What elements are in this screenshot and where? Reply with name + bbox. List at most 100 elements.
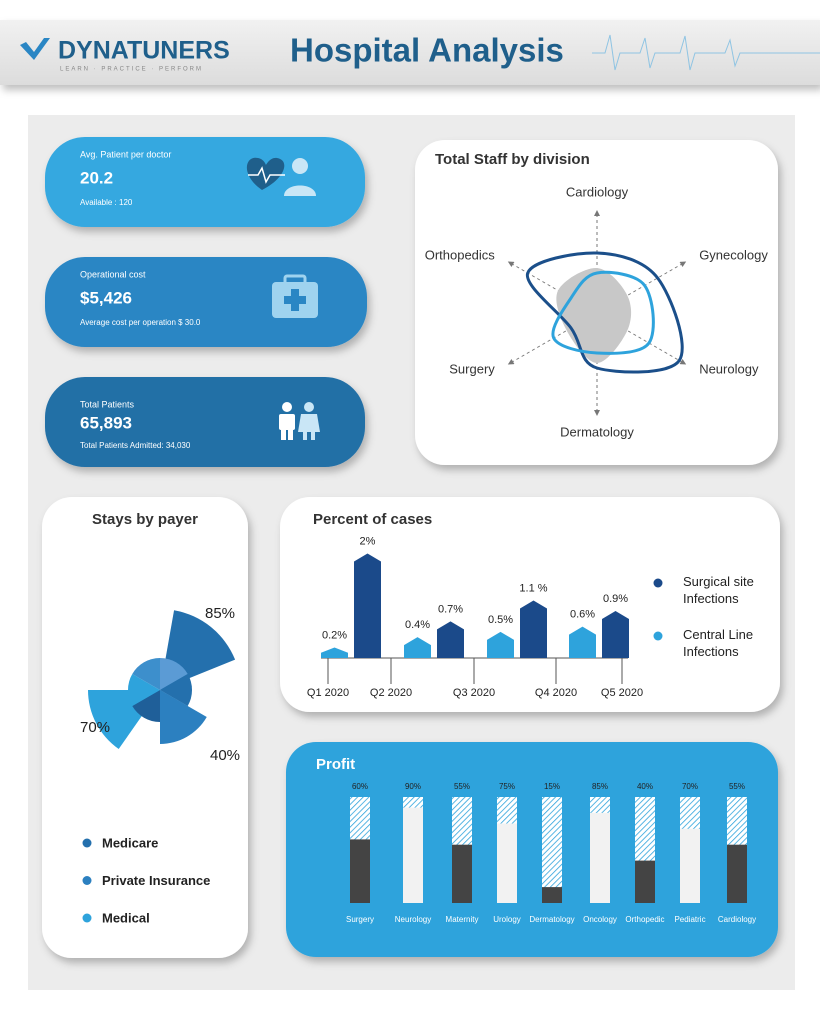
chart-title: Profit: [316, 756, 355, 773]
bar: [354, 553, 381, 658]
rose-hub: [160, 674, 192, 706]
x-tick-label: Maternity: [446, 915, 479, 924]
radar-shape: [526, 251, 684, 374]
chart-title: Stays by payer: [92, 511, 198, 528]
bar: [350, 839, 370, 903]
card: [42, 497, 248, 958]
kpi-sub: Available : 120: [80, 198, 133, 207]
legend-dot: [653, 631, 663, 641]
data-label: 90%: [405, 782, 421, 791]
data-label: 0.6%: [570, 609, 595, 621]
tagline: LEARN · PRACTICE · PERFORM: [60, 67, 203, 73]
legend-label: Medical: [102, 910, 150, 925]
rose-hub: [132, 690, 160, 722]
legend-dot: [82, 838, 92, 848]
x-tick-label: Oncology: [583, 915, 617, 924]
x-tick-label: Q4 2020: [535, 687, 577, 699]
x-tick-label: Surgery: [346, 915, 374, 924]
kpi-value: $5,426: [80, 288, 132, 307]
radar-axis: [507, 261, 598, 314]
data-label: 0.5%: [488, 614, 513, 626]
rose-hub: [160, 658, 188, 690]
kpi-label: Avg. Patient per doctor: [80, 149, 171, 159]
kpi-value: 20.2: [80, 168, 113, 187]
data-label: 55%: [454, 782, 470, 791]
bar: [542, 887, 562, 903]
x-tick-label: Q2 2020: [370, 687, 412, 699]
kpi-sub: Total Patients Admitted: 34,030: [80, 441, 191, 450]
x-tick-label: Pediatric: [674, 915, 705, 924]
kpi-sub: Average cost per operation $ 30.0: [80, 318, 201, 327]
radar-shape: [551, 270, 655, 355]
card: [286, 742, 778, 957]
kpi-card: [45, 137, 365, 227]
data-label: 60%: [352, 782, 368, 791]
legend-label: Medicare: [102, 835, 158, 850]
bar: [452, 844, 472, 903]
kpi-label: Operational cost: [80, 269, 146, 279]
rose-hub: [127, 674, 160, 706]
axis-label: Neurology: [699, 361, 759, 376]
bar: [437, 621, 464, 658]
bar: [569, 626, 596, 658]
legend-dot: [653, 578, 663, 588]
axis-label: Orthopedics: [425, 247, 496, 262]
data-label: 0.2%: [322, 629, 347, 641]
axis-label: Gynecology: [699, 247, 768, 262]
bar: [487, 631, 514, 658]
axis-label: Cardiology: [566, 184, 629, 199]
x-tick-label: Neurology: [395, 915, 431, 924]
bar: [602, 610, 629, 658]
doctor-icon: [246, 157, 316, 196]
legend-dot: [82, 913, 92, 923]
chart-title: Percent of cases: [313, 511, 432, 528]
rose-hub: [160, 690, 188, 722]
bar: [727, 844, 747, 903]
kpi-label: Total Patients: [80, 399, 135, 409]
data-label: 55%: [729, 782, 745, 791]
brand: DYNATUNERS: [58, 37, 230, 65]
legend-label: Central Line Infections: [683, 627, 753, 659]
bar: [590, 812, 610, 903]
data-label: 0.7%: [438, 603, 463, 615]
kpi-value: 65,893: [80, 413, 132, 432]
medkit-icon: [272, 274, 318, 318]
data-label: 85%: [592, 782, 608, 791]
bar: [635, 860, 655, 903]
x-tick-label: Cardiology: [718, 915, 756, 924]
header-band: [0, 20, 820, 85]
bar: [321, 647, 348, 658]
x-tick-label: Dermatology: [529, 915, 574, 924]
radar-axis: [596, 261, 687, 314]
data-label: 40%: [637, 782, 653, 791]
data-label: 1.1 %: [519, 582, 547, 594]
x-tick-label: Q1 2020: [307, 687, 349, 699]
chart-title: Total Staff by division: [435, 151, 590, 168]
data-label: 0.9%: [603, 593, 628, 605]
data-label: 15%: [544, 782, 560, 791]
bar: [497, 823, 517, 903]
x-tick-label: Q5 2020: [601, 687, 643, 699]
bar: [403, 807, 423, 903]
data-label: 0.4%: [405, 619, 430, 631]
bar: [404, 637, 431, 658]
x-tick-label: Q3 2020: [453, 687, 495, 699]
data-label: 2%: [360, 535, 376, 547]
data-label: 40%: [210, 747, 240, 764]
radar-axis: [596, 312, 687, 365]
x-tick-label: Orthopedic: [625, 915, 664, 924]
axis-label: Dermatology: [560, 424, 634, 439]
legend-label: Surgical site Infections: [683, 574, 754, 606]
bar: [520, 600, 547, 658]
axis-label: Surgery: [449, 361, 495, 376]
legend-label: Private Insurance: [102, 873, 210, 888]
data-label: 70%: [682, 782, 698, 791]
bar-track: [542, 797, 562, 903]
rose-hub: [132, 658, 160, 690]
ecg-line: [592, 34, 820, 71]
x-tick-label: Urology: [493, 915, 521, 924]
data-label: 85%: [205, 605, 235, 622]
page-title: Hospital Analysis: [290, 32, 564, 69]
logo-icon: [20, 38, 50, 60]
